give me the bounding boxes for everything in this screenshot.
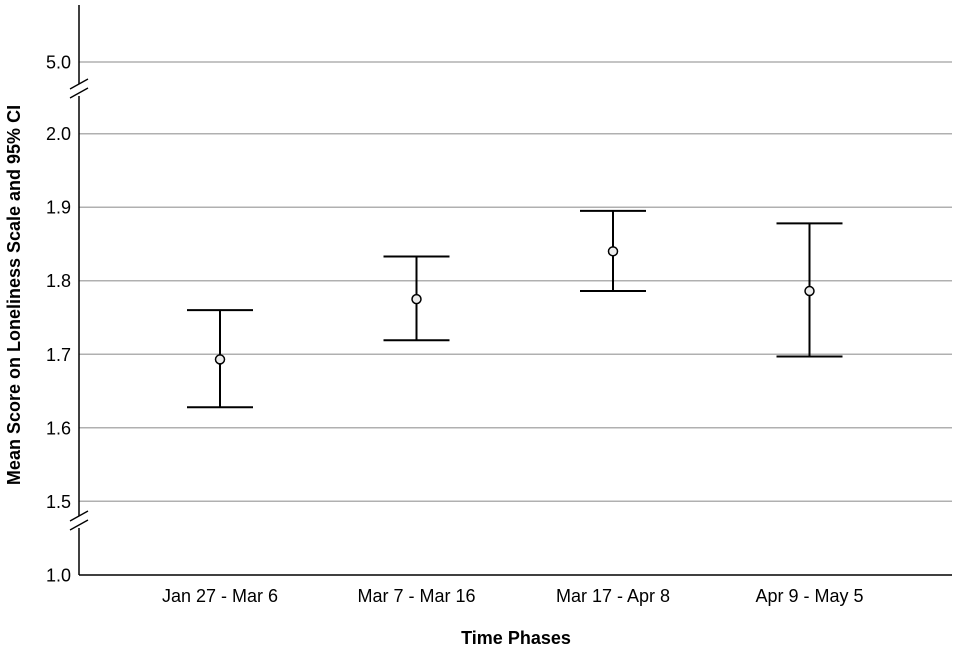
y-tick-labels: 1.0 1.5 1.6 1.7 1.8 1.9 2.0 5.0 [46, 53, 71, 586]
axis-breaks [69, 78, 89, 531]
error-bar-group [383, 255, 450, 342]
error-bar-group [580, 209, 646, 293]
axis-break-mark [69, 519, 89, 531]
gridlines [79, 61, 952, 503]
error-bars [187, 209, 843, 409]
y-tick-label: 1.7 [46, 345, 71, 365]
x-tick-label: Jan 27 - Mar 6 [162, 586, 278, 606]
y-tick-label: 1.0 [46, 566, 71, 586]
mean-point [411, 293, 422, 305]
y-tick-label: 1.5 [46, 492, 71, 512]
y-tick-label: 1.8 [46, 271, 71, 291]
mean-point [607, 246, 619, 257]
y-tick-label: 2.0 [46, 124, 71, 144]
y-tick-label: 1.9 [46, 198, 71, 218]
y-tick-label: 1.6 [46, 418, 71, 438]
x-tick-labels: Jan 27 - Mar 6 Mar 7 - Mar 16 Mar 17 - Apr… [162, 586, 864, 606]
axis-break-mark [69, 78, 89, 90]
axis-break-mark [69, 87, 89, 99]
axis-break-mark [69, 510, 89, 522]
x-axis-title: Time Phases [461, 628, 571, 648]
y-tick-label: 5.0 [46, 53, 71, 73]
x-tick-label: Mar 7 - Mar 16 [357, 586, 475, 606]
x-tick-label: Mar 17 - Apr 8 [556, 586, 670, 606]
mean-point [804, 285, 815, 297]
error-bar-group [776, 222, 843, 358]
mean-point [214, 354, 226, 365]
error-bar-group [187, 309, 253, 409]
x-tick-label: Apr 9 - May 5 [755, 586, 863, 606]
y-axis-title: Mean Score on Loneliness Scale and 95% C… [4, 105, 24, 485]
